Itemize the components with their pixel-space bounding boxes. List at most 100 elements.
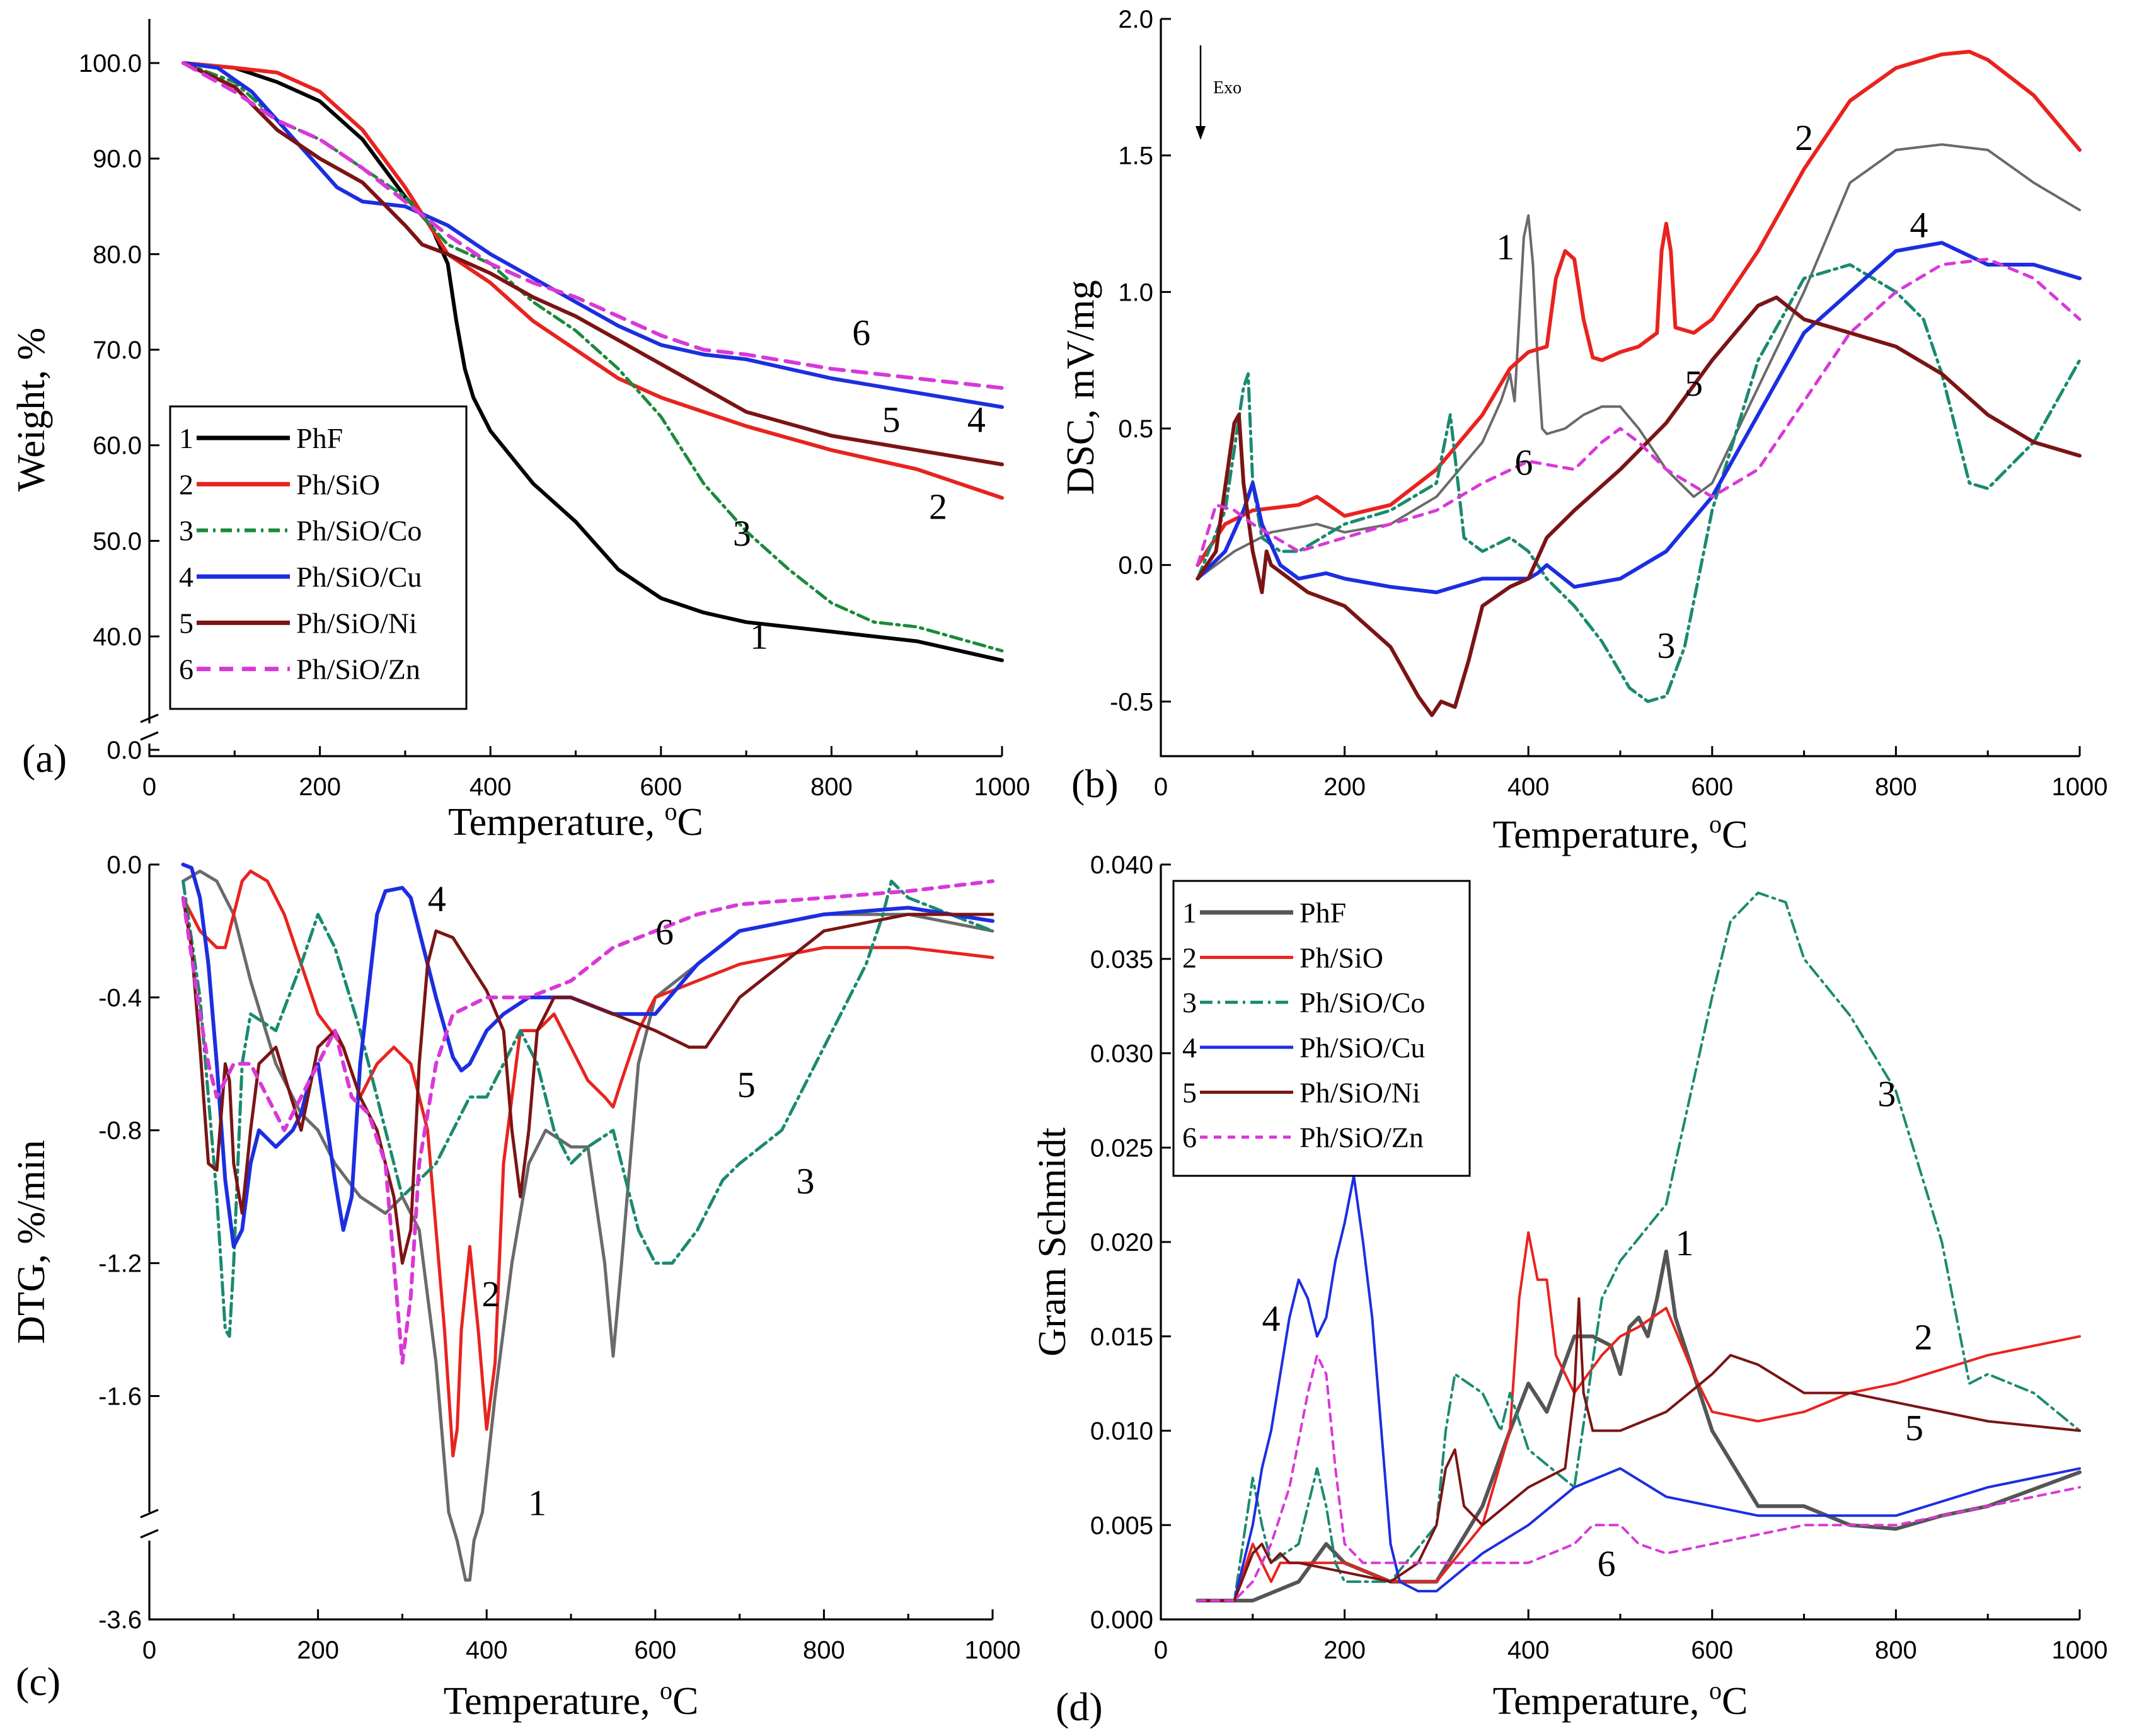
legend: 1 PhF 2 Ph/SiO 3 Ph/SiO/Co 4 Ph/SiO/Cu 5 Ph/SiO/N… (169, 405, 468, 710)
y-tick-label: 0.005 (1090, 1512, 1153, 1539)
series-line-ph-sio-co (182, 879, 994, 1338)
series-line-ph-sio-co (1196, 891, 2081, 1602)
series-line-ph-sio-zn (1196, 257, 2082, 567)
axis-lines (1160, 19, 2080, 757)
x-tick-label: 600 (1691, 1636, 1733, 1664)
curve-number-label: 2 (1795, 117, 1813, 158)
y-axis-label: DSC, mV/mg (1059, 280, 1102, 495)
curve-number-label: 1 (1496, 226, 1514, 267)
series-line-ph-sio-cu (1196, 1175, 2081, 1602)
curve-number-label: 4 (1262, 1298, 1280, 1339)
x-tick-label: 200 (299, 773, 341, 801)
axis-lines (148, 865, 993, 1621)
y-tick-label: 0.0 (1118, 552, 1153, 580)
y-tick-label: 0.040 (1090, 851, 1153, 879)
legend-entry-number: 3 (179, 515, 193, 547)
curve-number-label: 6 (655, 912, 674, 953)
series-line-phf (1196, 143, 2081, 580)
curve-number-label: 5 (737, 1064, 756, 1105)
curve-number-label: 4 (1910, 205, 1928, 246)
series-line-phf (1196, 1250, 2082, 1603)
legend-entry-label: Ph/SiO/Zn (296, 653, 420, 686)
y-tick-label: 0.0 (107, 851, 142, 879)
x-axis-label-unit-o: o (660, 1676, 672, 1704)
axis-break-marks (140, 713, 159, 741)
x-tick-label: 600 (634, 1636, 676, 1664)
legend-entry-label: Ph/SiO/Zn (1299, 1122, 1424, 1154)
x-tick-label: 800 (1875, 1636, 1917, 1664)
y-tick-label: 0.020 (1090, 1229, 1153, 1256)
curve-number-label: 5 (1905, 1407, 1923, 1448)
legend-entry-number: 4 (179, 561, 193, 593)
curve-number-label: 2 (481, 1273, 500, 1314)
x-tick-label: 600 (1691, 773, 1733, 801)
y-axis-label: Weight, % (10, 328, 53, 491)
y-tick-label: 0.5 (1118, 415, 1153, 443)
y-tick-label: 0.010 (1090, 1418, 1153, 1446)
legend-entry-label: Ph/SiO/Co (296, 515, 422, 547)
x-tick-label: 800 (1875, 773, 1917, 801)
legend-entry-number: 5 (179, 607, 193, 639)
legend-entry-label: PhF (296, 422, 343, 454)
x-axis-label: Temperature, oC (448, 797, 703, 844)
legend-entry-label: PhF (1299, 897, 1346, 929)
series-line-ph-sio-ni (182, 896, 994, 1265)
x-tick-label: 400 (1507, 773, 1550, 801)
curve-number-label: 1 (528, 1482, 546, 1523)
y-tick-label: 0.025 (1090, 1134, 1153, 1162)
x-axis-label-unit-o: o (665, 797, 677, 825)
legend-box (169, 405, 468, 710)
y-tick-label: -1.6 (98, 1382, 142, 1410)
chart-panel-c: 0 200 400 600 800 1000 0.0 -0.4 -0.8 -1.2 -1.6 -3.6… (10, 851, 1020, 1723)
curve-number-label: 3 (796, 1161, 814, 1202)
y-tick-label: -1.2 (98, 1250, 142, 1278)
y-tick-label: 2.0 (1118, 6, 1153, 33)
series-line-ph-sio-cu (182, 61, 1004, 409)
series-line-ph-sio-co (1196, 263, 2082, 703)
x-tick-label: 0 (142, 1636, 156, 1664)
x-tick-label: 0 (1154, 773, 1168, 801)
curve-number-label: 2 (929, 486, 947, 527)
y-tick-label-break: 0.0 (107, 737, 142, 764)
series-line-ph-sio-ni (182, 61, 1004, 466)
series-line-ph-sio-cu (1196, 241, 2082, 594)
x-axis-label: Temperature, oC (1493, 1676, 1748, 1723)
exo-label: Exo (1213, 78, 1242, 98)
curve-number-label: 1 (1676, 1222, 1694, 1263)
series-line-ph-sio (1196, 50, 2082, 567)
exo-arrow-head (1196, 126, 1206, 140)
y-tick-label: -3.6 (98, 1606, 142, 1634)
panel-label: (c) (16, 1659, 61, 1704)
x-tick-label: 200 (297, 1636, 339, 1664)
y-tick-label: 90.0 (93, 146, 142, 173)
legend-entry-number: 1 (179, 422, 193, 454)
curve-number-label: 5 (882, 399, 901, 440)
x-axis-label-text: Temperature, (1493, 813, 1709, 856)
x-axis-label-unit-c: C (672, 1680, 698, 1723)
y-tick-label: 80.0 (93, 241, 142, 268)
legend-entry-label: Ph/SiO/Co (1299, 987, 1425, 1019)
curve-number-label: 6 (1598, 1543, 1616, 1584)
x-tick-label: 0 (142, 773, 156, 801)
series-line-phf (182, 61, 1004, 662)
x-tick-label: 400 (1507, 1636, 1550, 1664)
chart-panel-b: 0 200 400 600 800 1000 -0.5 0.0 0.5 1.0 1.5 2.0 1 2 3 4… (1059, 6, 2107, 856)
series-line-ph-sio-zn (1196, 1354, 2081, 1602)
series-line-ph-sio-ni (1196, 1297, 2081, 1602)
x-tick-label: 800 (803, 1636, 845, 1664)
chart-panel-a: 0 200 400 600 800 100040.050.060.070.080.090.… (10, 19, 1030, 844)
y-tick-label: -0.5 (1110, 688, 1153, 716)
curve-number-label: 3 (733, 513, 751, 554)
y-tick-label: 0.000 (1090, 1606, 1153, 1634)
curve-number-label: 4 (428, 878, 446, 919)
legend-entry-number: 2 (179, 468, 193, 500)
y-tick-label: -0.4 (98, 984, 142, 1012)
chart-panel-d: 0 200 400 600 800 1000 0.000 0.005 0.010 0.015 0.0… (1031, 851, 2107, 1729)
x-tick-label: 600 (640, 773, 682, 801)
legend-entry-number: 4 (1182, 1032, 1197, 1064)
legend-entry-label: Ph/SiO/Ni (296, 607, 417, 639)
y-tick-label: 40.0 (93, 623, 142, 651)
y-tick-label: 60.0 (93, 432, 142, 460)
x-tick-label: 0 (1154, 1636, 1168, 1664)
